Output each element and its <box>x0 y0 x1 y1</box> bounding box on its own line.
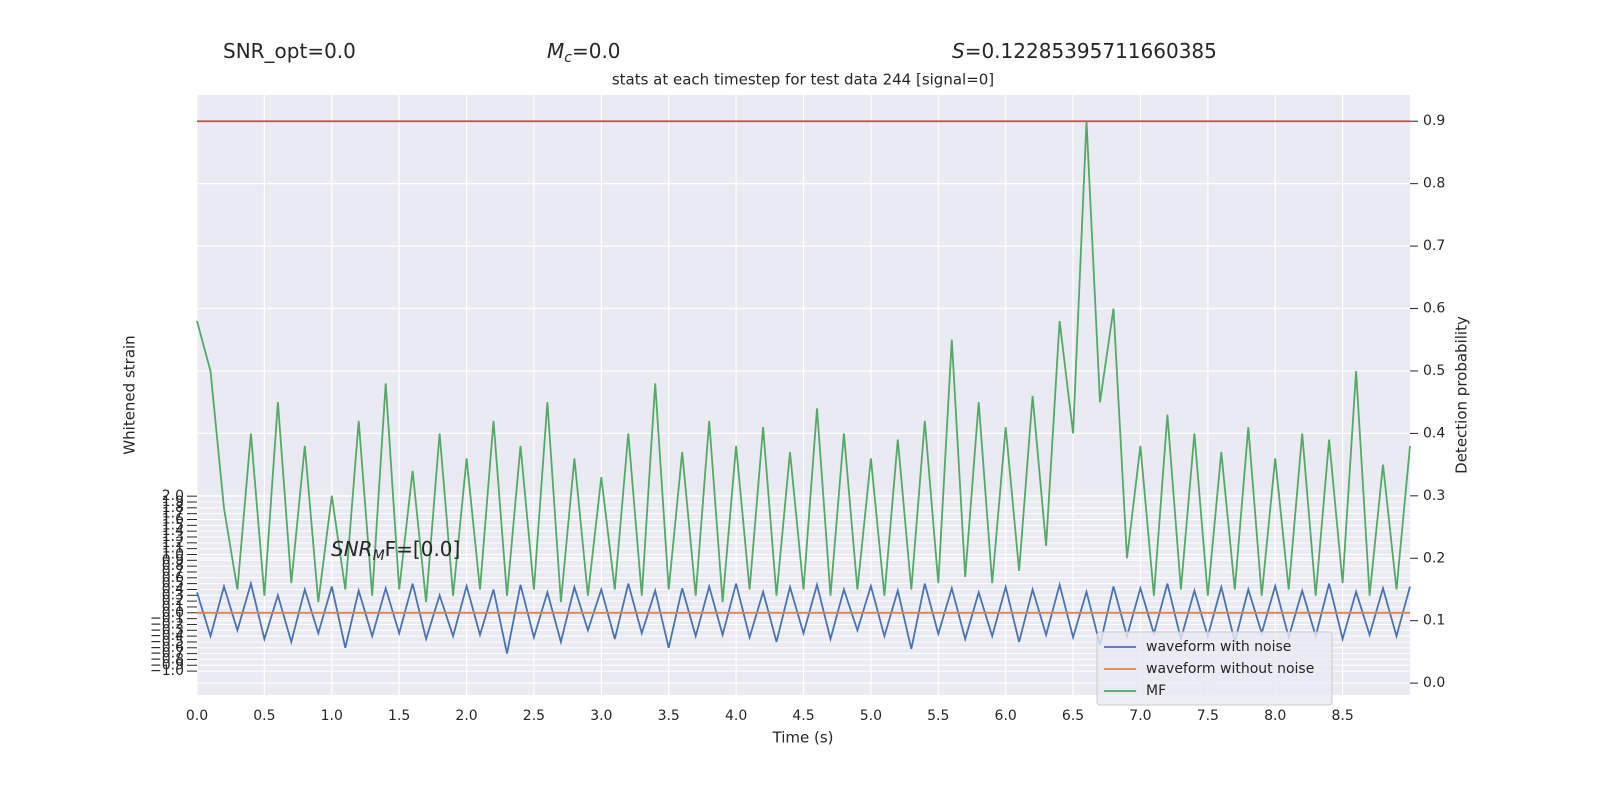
y-tick-label: −0.4 <box>150 628 184 644</box>
y-tick-label: −0.1 <box>150 611 184 627</box>
header-text-rest: =0.12285395711660385 <box>965 39 1217 63</box>
y-tick-label: 0.3 <box>162 587 184 603</box>
y2-tick-label: 0.4 <box>1423 425 1445 441</box>
y2-tick-label: 0.7 <box>1423 238 1445 254</box>
y-axis-label: Whitened strain <box>121 335 139 454</box>
y-tick-label: 0.8 <box>162 558 184 574</box>
y-tick-label: 0.4 <box>162 581 184 597</box>
y-tick-label: −0.6 <box>150 640 184 656</box>
y-tick-label: 1.5 <box>162 517 184 533</box>
y-tick-label: 0.7 <box>162 564 184 580</box>
y-tick-label: −0.2 <box>150 616 184 632</box>
x-tick-label: 0.0 <box>186 708 208 724</box>
y-tick-label: −0.3 <box>150 622 184 638</box>
y2-tick-label: 0.6 <box>1423 301 1445 317</box>
legend-label: MF <box>1146 683 1166 699</box>
y-tick-label: −0.8 <box>150 651 184 667</box>
header-text: S=0.12285395711660385 <box>952 39 1217 63</box>
annotation: SNRMF=[0.0] <box>331 537 460 565</box>
y-tick-label: 0.2 <box>162 593 184 609</box>
y-tick-label: 1.4 <box>162 523 184 539</box>
x-tick-label: 1.5 <box>388 708 410 724</box>
x-tick-label: 3.0 <box>590 708 612 724</box>
x-tick-label: 4.0 <box>725 708 747 724</box>
y2-tick-label: 0.5 <box>1423 363 1445 379</box>
x-tick-label: 8.0 <box>1264 708 1286 724</box>
header-text-main: S <box>952 39 965 63</box>
y-tick-label: 1.2 <box>162 535 184 551</box>
annotation-main: SNR <box>331 537 373 561</box>
y-tick-label: 1.6 <box>162 511 184 527</box>
x-tick-label: 2.0 <box>455 708 477 724</box>
y-tick-label: 1.0 <box>162 546 184 562</box>
chart-title: stats at each timestep for test data 244… <box>612 71 994 89</box>
y-tick-label: 0.9 <box>162 552 184 568</box>
x-tick-label: 4.5 <box>792 708 814 724</box>
x-tick-label: 6.5 <box>1062 708 1084 724</box>
y-tick-label: −0.7 <box>150 646 184 662</box>
x-axis-label: Time (s) <box>772 729 834 747</box>
x-tick-label: 7.0 <box>1129 708 1151 724</box>
y-tick-label: −0.5 <box>150 634 184 650</box>
y-tick-label: 0.6 <box>162 570 184 586</box>
header-text: SNR_opt=0.0 <box>223 39 356 63</box>
annotation-sub: M <box>373 548 385 564</box>
y-tick-label: 1.3 <box>162 529 184 545</box>
x-tick-label: 1.0 <box>321 708 343 724</box>
y-tick-label: 0.5 <box>162 576 184 592</box>
legend-box <box>1096 631 1333 706</box>
y-tick-label: 1.9 <box>162 494 184 510</box>
x-tick-label: 8.5 <box>1331 708 1353 724</box>
y2-tick-label: 0.3 <box>1423 488 1445 504</box>
y-tick-label: 2.0 <box>162 488 184 504</box>
y2-tick-label: 0.0 <box>1423 675 1445 691</box>
x-tick-label: 5.5 <box>927 708 949 724</box>
y-tick-label: −1.0 <box>150 663 184 679</box>
annotation-rest: F=[0.0] <box>385 537 461 561</box>
x-tick-label: 5.0 <box>860 708 882 724</box>
y2-axis-label: Detection probability <box>1453 316 1471 474</box>
y-tick-label: 1.1 <box>162 541 184 557</box>
x-tick-label: 2.5 <box>523 708 545 724</box>
data-line <box>196 121 1411 603</box>
x-tick-label: 7.5 <box>1197 708 1219 724</box>
header-text-main: M <box>547 39 564 63</box>
y2-tick-label: 0.8 <box>1423 176 1445 192</box>
x-tick-label: 6.0 <box>995 708 1017 724</box>
y-tick-label: 0.1 <box>162 599 184 615</box>
x-tick-label: 3.5 <box>658 708 680 724</box>
y-tick-label: 1.8 <box>162 500 184 516</box>
y-tick-label: 1.7 <box>162 506 184 522</box>
header-text-main: SNR_opt=0.0 <box>223 39 356 63</box>
x-tick-label: 0.5 <box>253 708 275 724</box>
header-text-rest: =0.0 <box>572 39 621 63</box>
y2-tick-label: 0.1 <box>1423 613 1445 629</box>
y2-tick-label: 0.2 <box>1423 550 1445 566</box>
y-tick-label: −0.9 <box>150 657 184 673</box>
y2-tick-label: 0.9 <box>1423 113 1445 129</box>
header-text: Mc=0.0 <box>547 39 621 67</box>
legend-label: waveform with noise <box>1146 639 1291 655</box>
header-text-sub: c <box>564 50 572 66</box>
legend-label: waveform without noise <box>1146 661 1314 677</box>
y-tick-label: 0.0 <box>162 605 184 621</box>
